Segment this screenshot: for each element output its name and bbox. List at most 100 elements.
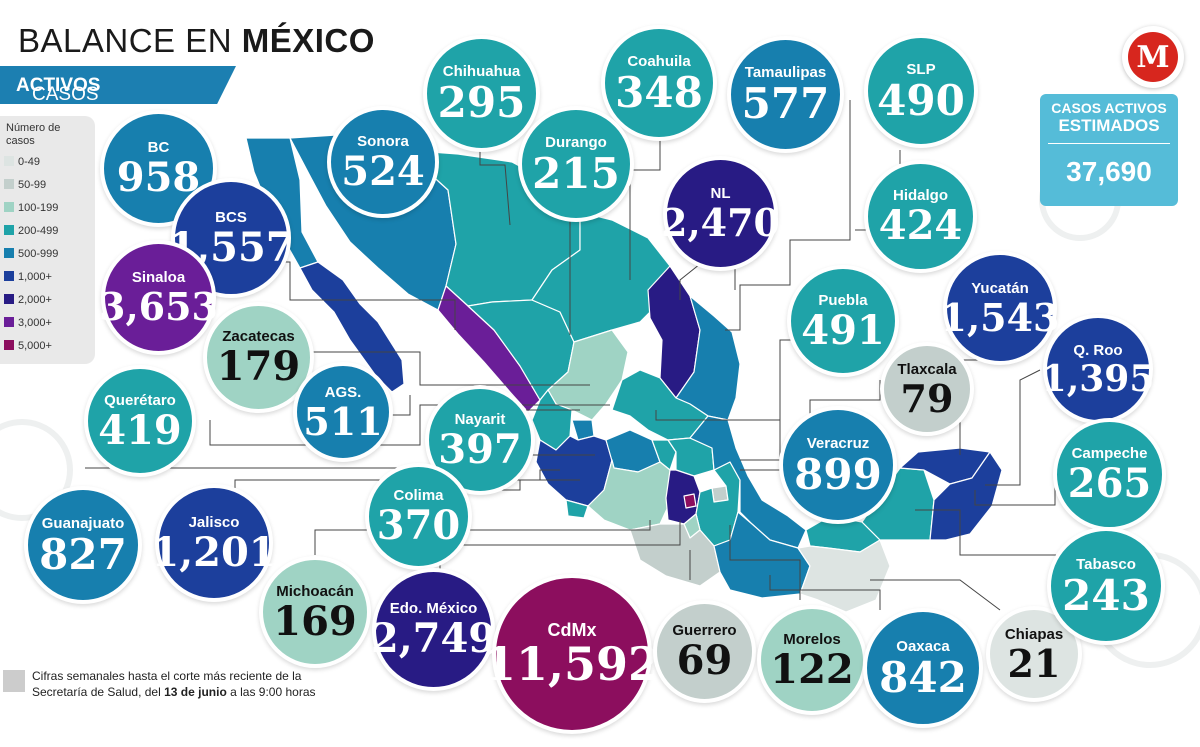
state-circle-qroo: Q. Roo 1,395 [1041, 314, 1155, 424]
state-circle-morelos: Morelos 122 [757, 605, 867, 715]
legend-label: 500-999 [18, 248, 59, 260]
legend-item: 5,000+ [4, 340, 52, 356]
legend-label: 1,000+ [18, 271, 52, 283]
state-circle-chihuahua: Chihuahua 295 [423, 35, 540, 152]
legend-swatch [4, 225, 14, 235]
state-value: 295 [437, 78, 526, 127]
state-name: Nayarit [454, 410, 506, 428]
legend-item: 50-99 [4, 179, 46, 195]
legend-swatch [4, 340, 14, 350]
state-value: 69 [676, 637, 733, 684]
state-shape-qroo [929, 451, 1003, 541]
footnote: Cifras semanales hasta el corte más reci… [32, 668, 352, 700]
state-value: 348 [615, 67, 703, 117]
legend-swatch [4, 179, 14, 189]
state-value: 79 [900, 375, 954, 421]
state-value: 265 [1067, 460, 1152, 507]
state-name: Sonora [357, 132, 409, 150]
legend-title: Número de casos [6, 122, 61, 147]
legend-label: 200-499 [18, 225, 59, 237]
estimated-cases-box: CASOS ACTIVOS ESTIMADOS 37,690 [1040, 94, 1178, 206]
subtitle-bar: CASOS ACTIVOS [0, 66, 236, 104]
state-value: 511 [303, 398, 383, 444]
state-name: Guerrero [672, 622, 737, 639]
milenio-logo: M [1122, 26, 1184, 88]
state-name: Zacatecas [222, 328, 295, 345]
subtitle-text: CASOS [32, 84, 99, 105]
estimated-label-line1: CASOS ACTIVOS [1051, 100, 1167, 116]
state-name: Q. Roo [1073, 341, 1123, 359]
state-circle-slp: SLP 490 [864, 34, 978, 148]
state-value: 1,201 [151, 528, 277, 576]
state-value: 21 [1007, 640, 1061, 686]
state-circle-hidalgo: Hidalgo 424 [864, 160, 977, 273]
footnote-line2: Secretaría de Salud, del 13 de junio a l… [32, 684, 352, 700]
legend-item: 0-49 [4, 156, 40, 172]
state-name: Tabasco [1076, 555, 1136, 573]
legend-label: 50-99 [18, 179, 47, 191]
estimated-cases-label: CASOS ACTIVOS ESTIMADOS [1040, 100, 1178, 134]
state-value: 370 [376, 502, 461, 549]
subtitle-bold-text: ACTIVOS [16, 75, 101, 96]
state-name: Hidalgo [893, 187, 948, 204]
state-name: Querétaro [104, 391, 176, 409]
legend-item: 200-499 [4, 225, 58, 241]
state-circle-durango: Durango 215 [518, 106, 634, 222]
page-title: BALANCE EN MÉXICO [18, 22, 375, 60]
state-name: Coahuila [627, 52, 691, 70]
legend-label: 3,000+ [18, 317, 52, 329]
state-name: Michoacán [276, 582, 354, 600]
state-name: Sinaloa [131, 269, 186, 286]
state-name: Oaxaca [896, 637, 950, 655]
estimated-divider [1048, 143, 1170, 144]
state-circle-michoacan: Michoacán 169 [259, 556, 371, 668]
state-circle-edomex: Edo. México 2,749 [371, 568, 496, 691]
state-shape-cdmx [683, 493, 697, 509]
state-name: Yucatán [971, 279, 1029, 297]
legend-swatch [4, 271, 14, 281]
logo-letter: M [1128, 32, 1178, 82]
footnote-line2-a: Secretaría de Salud, del [32, 685, 165, 699]
state-name: Chiapas [1004, 625, 1064, 643]
state-shape-queretaro [651, 439, 677, 471]
state-value: 424 [878, 202, 963, 249]
state-value: 11,592 [483, 636, 661, 691]
legend-label: 5,000+ [18, 340, 52, 352]
footnote-date: 13 de junio [164, 685, 227, 699]
state-value: 842 [879, 652, 967, 702]
state-name: Durango [545, 133, 607, 151]
state-value: 827 [39, 529, 127, 579]
legend-label: 100-199 [18, 202, 59, 214]
state-circle-sonora: Sonora 524 [327, 106, 439, 218]
legend-swatch [4, 294, 14, 304]
state-value: 169 [273, 597, 357, 645]
state-circle-coahuila: Coahuila 348 [601, 25, 717, 141]
state-name: BC [147, 139, 170, 156]
footnote-marker [3, 670, 25, 692]
state-name: CdMx [547, 619, 597, 640]
state-circle-nl: NL 2,470 [661, 156, 780, 271]
legend-swatch [4, 202, 14, 212]
state-name: SLP [906, 60, 936, 78]
legend-swatch [4, 317, 14, 327]
state-value: 419 [98, 406, 182, 454]
title-bold-text: MÉXICO [241, 22, 375, 59]
estimated-label-line2: ESTIMADOS [1058, 116, 1160, 135]
state-circle-queretaro: Querétaro 419 [84, 365, 196, 477]
state-circle-jalisco: Jalisco 1,201 [151, 484, 277, 602]
legend-swatch [4, 248, 14, 258]
state-value: 1,395 [1041, 357, 1155, 400]
state-value: 243 [1062, 570, 1150, 620]
state-value: 899 [794, 449, 882, 499]
state-value: 490 [877, 75, 965, 125]
state-value: 397 [438, 425, 522, 473]
subtitle: CASOS ACTIVOS [16, 75, 101, 104]
legend-swatch [4, 156, 14, 166]
state-circle-puebla: Puebla 491 [787, 265, 899, 377]
legend-item: 100-199 [4, 202, 58, 218]
state-name: Tamaulipas [744, 64, 827, 81]
state-name: BCS [215, 208, 247, 226]
state-value: 958 [116, 154, 201, 201]
